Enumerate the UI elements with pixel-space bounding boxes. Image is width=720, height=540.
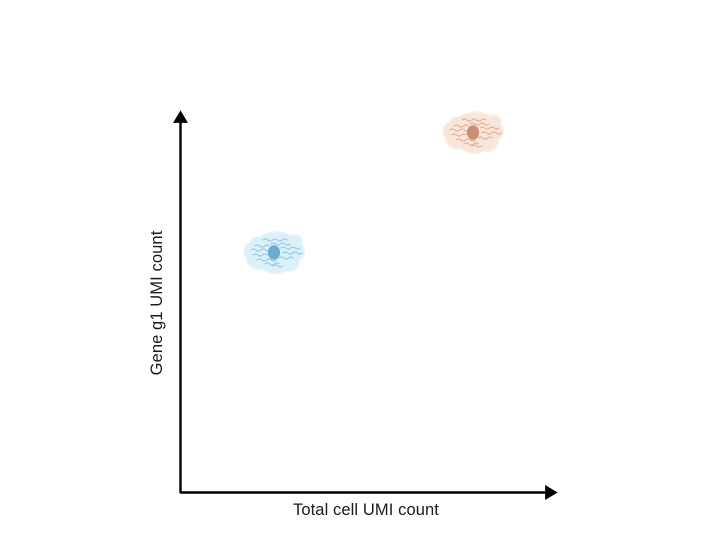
cell-icon-blue [243, 231, 305, 275]
cytoplasm-texture [449, 118, 502, 148]
y-axis-label: Gene g1 UMI count [147, 230, 166, 376]
cell-nucleus [267, 245, 281, 260]
cell-nucleus [466, 125, 480, 140]
cytoplasm-texture [250, 238, 303, 268]
x-axis-label: Total cell UMI count [293, 501, 439, 519]
cell-icon-orange [442, 111, 504, 155]
